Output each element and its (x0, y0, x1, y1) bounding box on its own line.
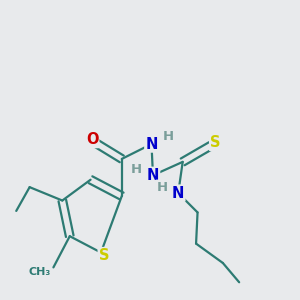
Text: N: N (145, 136, 158, 152)
Text: S: S (210, 135, 220, 150)
Text: S: S (99, 248, 109, 263)
Text: N: N (147, 168, 159, 183)
Text: N: N (172, 186, 184, 201)
Text: H: H (131, 163, 142, 176)
Text: H: H (156, 181, 167, 194)
Text: CH₃: CH₃ (29, 267, 51, 277)
Text: H: H (162, 130, 173, 143)
Text: O: O (86, 132, 98, 147)
